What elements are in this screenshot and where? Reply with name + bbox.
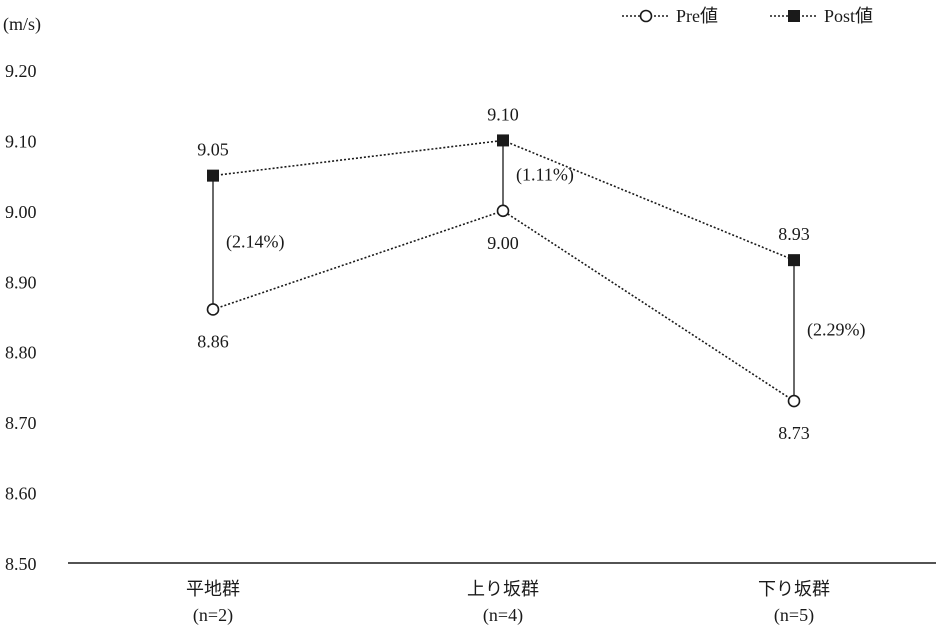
- x-axis: 平地群 (n=2) 上り坂群 (n=4) 下り坂群 (n=5): [68, 562, 936, 626]
- pre-value-label: 8.86: [197, 331, 229, 351]
- legend-marker: [788, 10, 800, 22]
- x-category-label: 上り坂群: [467, 579, 539, 599]
- y-tick-label: 8.80: [5, 343, 37, 363]
- pre-marker: [206, 303, 220, 316]
- post-marker: [788, 254, 800, 267]
- data-labels: 9.05 9.10 8.93 8.86 9.00 8.73 (2.14%) (1.11%) (2…: [197, 104, 865, 443]
- post-marker: [497, 134, 509, 147]
- post-marker: [207, 169, 219, 182]
- y-tick-label: 9.10: [5, 131, 37, 151]
- y-axis: (m/s) 9.20 9.10 9.00 8.90 8.80 8.70 8.60 8.50: [3, 14, 41, 574]
- pre-value-label: 9.00: [487, 233, 519, 253]
- y-tick-label: 8.60: [5, 484, 37, 504]
- y-tick-label: 9.20: [5, 61, 37, 81]
- pre-marker: [496, 204, 510, 218]
- y-tick-label: 9.00: [5, 202, 37, 222]
- pre-value-label: 8.73: [778, 423, 810, 443]
- change-percent-label: (1.11%): [516, 165, 574, 186]
- series-layer: [206, 134, 801, 408]
- legend-label: Post値: [824, 6, 873, 26]
- change-percent-label: (2.29%): [807, 320, 865, 341]
- pre-marker: [787, 394, 801, 408]
- x-category-n-label: (n=2): [193, 605, 233, 626]
- y-tick-label: 8.90: [5, 272, 37, 292]
- post-value-label: 9.10: [487, 104, 519, 124]
- y-tick-label: 8.70: [5, 413, 37, 433]
- change-percent-label: (2.14%): [226, 232, 284, 253]
- x-category-label: 平地群: [186, 579, 240, 599]
- x-category-label: 下り坂群: [758, 579, 830, 599]
- y-unit-label: (m/s): [3, 14, 41, 35]
- post-value-label: 8.93: [778, 224, 810, 244]
- legend: Pre値 Post値: [622, 6, 873, 26]
- y-tick-label: 8.50: [5, 554, 37, 574]
- legend-label: Pre値: [676, 6, 718, 26]
- post-value-label: 9.05: [197, 140, 229, 160]
- x-category-n-label: (n=4): [483, 605, 523, 626]
- legend-marker: [639, 9, 653, 23]
- x-category-n-label: (n=5): [774, 605, 814, 626]
